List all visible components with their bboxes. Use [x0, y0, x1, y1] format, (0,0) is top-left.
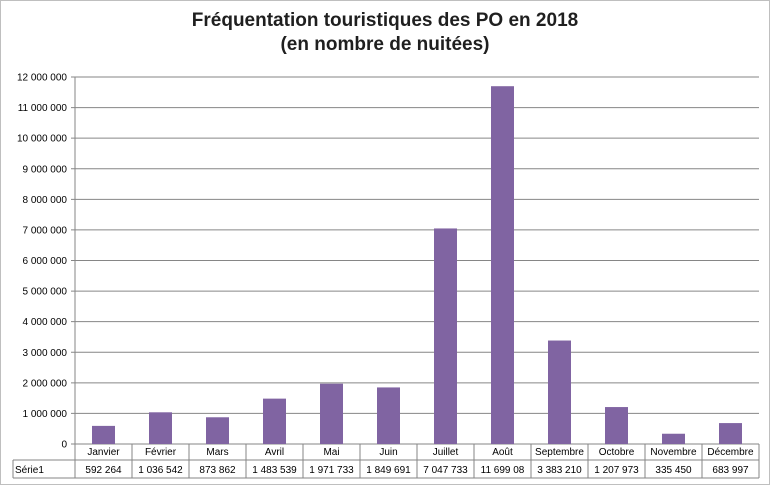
bar [263, 398, 286, 444]
y-tick-label: 9 000 000 [23, 164, 68, 175]
bar [548, 340, 571, 444]
data-table-value: 335 450 [655, 465, 692, 476]
data-table-value: 683 997 [712, 465, 749, 476]
x-category-label: Décembre [707, 447, 754, 458]
series-legend-label: Série1 [15, 465, 44, 476]
chart-title-line-1: Fréquentation touristiques des PO en 201… [191, 10, 579, 31]
x-category-label: Mai [323, 447, 339, 458]
y-tick-label: 1 000 000 [23, 409, 68, 420]
bar [434, 228, 457, 444]
chart-title: Fréquentation touristiques des PO en 201… [1, 9, 769, 57]
y-tick-label: 7 000 000 [23, 225, 68, 236]
bar [149, 412, 172, 444]
data-table-value: 873 862 [199, 465, 236, 476]
y-tick-label: 0 [61, 440, 67, 451]
data-table-value: 592 264 [85, 465, 122, 476]
bar [377, 387, 400, 444]
bar [491, 86, 514, 445]
y-tick-label: 10 000 000 [17, 134, 67, 145]
y-tick-label: 6 000 000 [23, 256, 68, 267]
bar [320, 383, 343, 444]
x-category-label: Septembre [535, 447, 584, 458]
data-table-value: 7 047 733 [423, 465, 468, 476]
bar [206, 417, 229, 444]
data-table-value: 1 483 539 [252, 465, 297, 476]
chart-title-line-2: (en nombre de nuitées) [280, 34, 490, 55]
x-category-label: Juin [379, 447, 397, 458]
y-tick-label: 5 000 000 [23, 287, 68, 298]
x-category-label: Mars [206, 447, 228, 458]
x-category-label: Août [492, 447, 513, 458]
y-tick-label: 12 000 000 [17, 73, 67, 84]
y-tick-label: 2 000 000 [23, 378, 68, 389]
data-table-value: 1 036 542 [138, 465, 183, 476]
x-category-label: Juillet [433, 447, 459, 458]
x-category-label: Avril [265, 447, 284, 458]
y-tick-label: 11 000 000 [18, 103, 68, 114]
x-category-label: Février [145, 447, 177, 458]
bar [662, 433, 685, 444]
data-table-value: 1 971 733 [309, 465, 354, 476]
data-table-value: 3 383 210 [537, 465, 582, 476]
data-table-value: 1 849 691 [366, 465, 411, 476]
bar [719, 423, 742, 444]
bar [92, 425, 115, 444]
y-tick-label: 8 000 000 [23, 195, 68, 206]
y-tick-label: 3 000 000 [23, 348, 68, 359]
y-tick-label: 4 000 000 [23, 317, 68, 328]
bar [605, 407, 628, 444]
x-category-label: Novembre [650, 447, 697, 458]
x-category-label: Octobre [599, 447, 635, 458]
data-table-value: 11 699 08 [481, 465, 525, 476]
x-category-label: Janvier [87, 447, 120, 458]
data-table-value: 1 207 973 [594, 465, 639, 476]
